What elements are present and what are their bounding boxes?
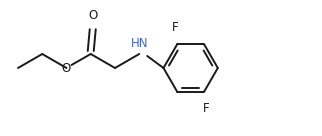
Text: O: O <box>62 61 71 75</box>
Text: F: F <box>203 101 210 115</box>
Text: F: F <box>172 21 178 35</box>
Text: HN: HN <box>130 37 148 50</box>
Text: O: O <box>88 9 97 22</box>
